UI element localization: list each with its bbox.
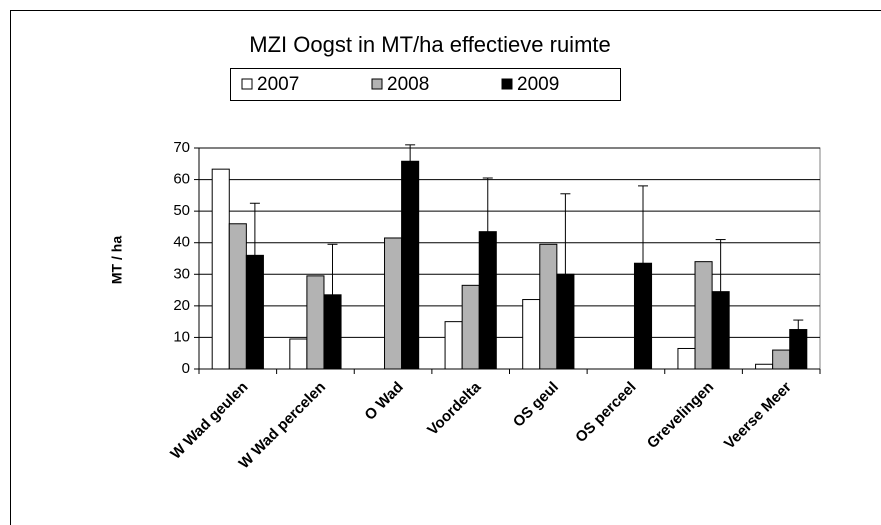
bar — [478, 231, 497, 370]
y-tick-label: 60 — [173, 171, 190, 188]
legend-swatch — [241, 78, 253, 90]
bar — [556, 273, 575, 370]
error-bar — [482, 177, 493, 232]
y-tick-label: 50 — [173, 202, 190, 219]
bar — [789, 329, 808, 370]
chart-title: MZI Oogst in MT/ha effectieve ruimte — [249, 32, 611, 57]
error-bar — [793, 319, 804, 330]
bar — [289, 338, 308, 370]
bar — [539, 243, 558, 370]
legend-swatch — [371, 78, 383, 90]
error-bar — [560, 193, 571, 275]
y-tick-label: 40 — [173, 234, 190, 251]
bar — [694, 261, 713, 370]
bar — [323, 294, 342, 370]
legend-box — [230, 68, 621, 101]
legend-label: 2007 — [257, 74, 299, 95]
bar — [245, 254, 264, 370]
bar — [461, 284, 480, 370]
bar — [677, 347, 696, 370]
bar — [211, 168, 230, 370]
y-axis-label: MT / ha — [109, 236, 125, 284]
y-tick-label: 20 — [173, 297, 190, 314]
bar — [228, 223, 247, 370]
error-bar — [327, 243, 338, 295]
bar — [755, 363, 774, 370]
bar — [401, 160, 420, 370]
legend-label: 2009 — [517, 74, 559, 95]
legend-label: 2008 — [387, 74, 429, 95]
error-bar — [638, 185, 649, 264]
error-bar — [249, 202, 260, 256]
bar — [306, 275, 325, 370]
y-tick-label: 30 — [173, 265, 190, 282]
y-tick-label: 70 — [173, 139, 190, 156]
bar — [444, 321, 463, 370]
error-bar — [715, 239, 726, 292]
y-tick-label: 0 — [182, 360, 190, 377]
y-tick-label: 10 — [173, 328, 190, 345]
bar — [711, 291, 730, 370]
bar — [384, 237, 403, 370]
bar — [633, 262, 653, 370]
bar — [772, 349, 791, 370]
legend-swatch — [501, 78, 513, 90]
error-bar — [405, 144, 416, 162]
bar — [522, 299, 541, 370]
